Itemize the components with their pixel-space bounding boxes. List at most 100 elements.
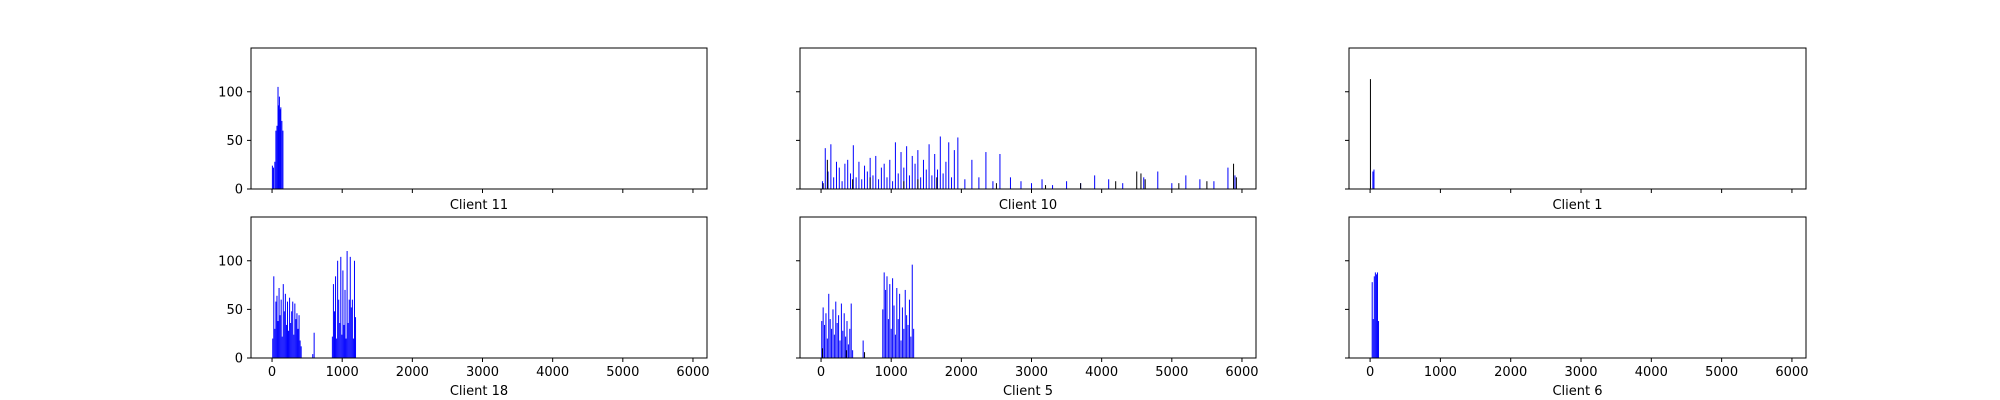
bar (934, 153, 936, 189)
bar (338, 299, 340, 358)
bar (295, 319, 297, 358)
bar (907, 324, 909, 358)
axes-frame (799, 47, 1257, 190)
bar (852, 145, 854, 189)
bar (331, 336, 333, 358)
bar (351, 299, 353, 358)
x-tick-label: 5000 (1705, 365, 1738, 380)
bar (298, 315, 300, 358)
bar (880, 167, 882, 189)
subplot-client-5: 0 1000 2000 3000 4000 5000 6000 Client 5 (796, 216, 1259, 399)
bar (1233, 163, 1235, 189)
bar (313, 332, 315, 358)
bar (1080, 183, 1082, 189)
bar (901, 307, 903, 358)
bar (953, 150, 955, 189)
bar-group (1369, 79, 1375, 189)
bar (885, 289, 887, 358)
bar (291, 311, 293, 358)
bar (889, 159, 891, 189)
bar (828, 293, 830, 358)
x-tick-label: 2000 (396, 365, 429, 380)
subplot-client-6: 0 1000 2000 3000 4000 5000 6000 Client 6 (1345, 216, 1808, 399)
bar (864, 165, 866, 189)
bar (906, 146, 908, 189)
bar (1378, 321, 1380, 358)
bar (908, 175, 910, 189)
bar (883, 163, 885, 189)
bar (1094, 175, 1096, 189)
bar (911, 155, 913, 189)
bar (284, 293, 286, 358)
bar (957, 137, 959, 189)
bar (937, 169, 938, 189)
tick-group: 0 1000 2000 3000 4000 5000 6000 0 50 100 (218, 254, 709, 380)
bar (846, 321, 848, 358)
x-tick-label: 4000 (1085, 365, 1118, 380)
bar (893, 305, 895, 358)
bar (339, 322, 341, 358)
y-tick-label: 0 (235, 183, 243, 198)
bar (910, 336, 912, 358)
bar (841, 181, 843, 189)
bar (824, 324, 826, 358)
x-tick-label: 5000 (606, 365, 639, 380)
bar (350, 307, 352, 358)
bar (1178, 183, 1180, 189)
bar (978, 177, 980, 189)
bar (300, 346, 302, 358)
bar (344, 289, 346, 358)
bar (894, 142, 896, 189)
bar (1140, 173, 1142, 189)
bar (1213, 181, 1215, 189)
bar (920, 177, 922, 189)
bar (892, 181, 894, 189)
bar (280, 299, 282, 358)
x-tick-label: 1000 (326, 365, 359, 380)
bar (922, 159, 924, 189)
bar (1136, 171, 1138, 189)
bar (896, 287, 898, 358)
bar (340, 256, 342, 358)
bar (825, 313, 827, 358)
subplot-client-18: 0 1000 2000 3000 4000 5000 6000 0 50 100 Client 1… (218, 216, 710, 399)
bar (1144, 179, 1146, 189)
bar (312, 354, 314, 358)
bar (297, 328, 299, 358)
bar (824, 148, 826, 189)
bar (282, 284, 284, 358)
bar (826, 159, 828, 189)
bar (333, 311, 335, 358)
bar (1045, 185, 1047, 189)
bar (343, 324, 345, 358)
bar (942, 173, 944, 189)
bar (273, 276, 275, 358)
axes-frame (799, 216, 1257, 359)
bar (864, 352, 866, 358)
x-tick-label: 1000 (1424, 365, 1457, 380)
bar (1227, 167, 1229, 189)
bar (897, 319, 899, 358)
bar (903, 181, 905, 189)
bar (852, 179, 854, 189)
y-tick-label: 50 (226, 303, 243, 318)
tick-group: 0 1000 2000 3000 4000 5000 6000 (1345, 260, 1808, 380)
bar (345, 338, 347, 358)
bar (1115, 181, 1117, 189)
x-tick-label: 6000 (676, 365, 709, 380)
x-tick-label: 4000 (1635, 365, 1668, 380)
bar (1375, 274, 1377, 358)
bar (1376, 272, 1378, 358)
bar (282, 130, 284, 189)
bar (917, 150, 919, 189)
bar-group (272, 251, 357, 358)
tick-group: 0 1000 2000 3000 4000 5000 6000 (796, 260, 1259, 380)
bar (999, 153, 1001, 189)
axes-frame (250, 216, 708, 359)
bar (294, 303, 296, 358)
bar (1373, 276, 1375, 358)
bar (1234, 175, 1236, 189)
bar (822, 307, 824, 358)
bar-group (821, 264, 915, 358)
x-axis-label: Client 11 (450, 198, 508, 213)
